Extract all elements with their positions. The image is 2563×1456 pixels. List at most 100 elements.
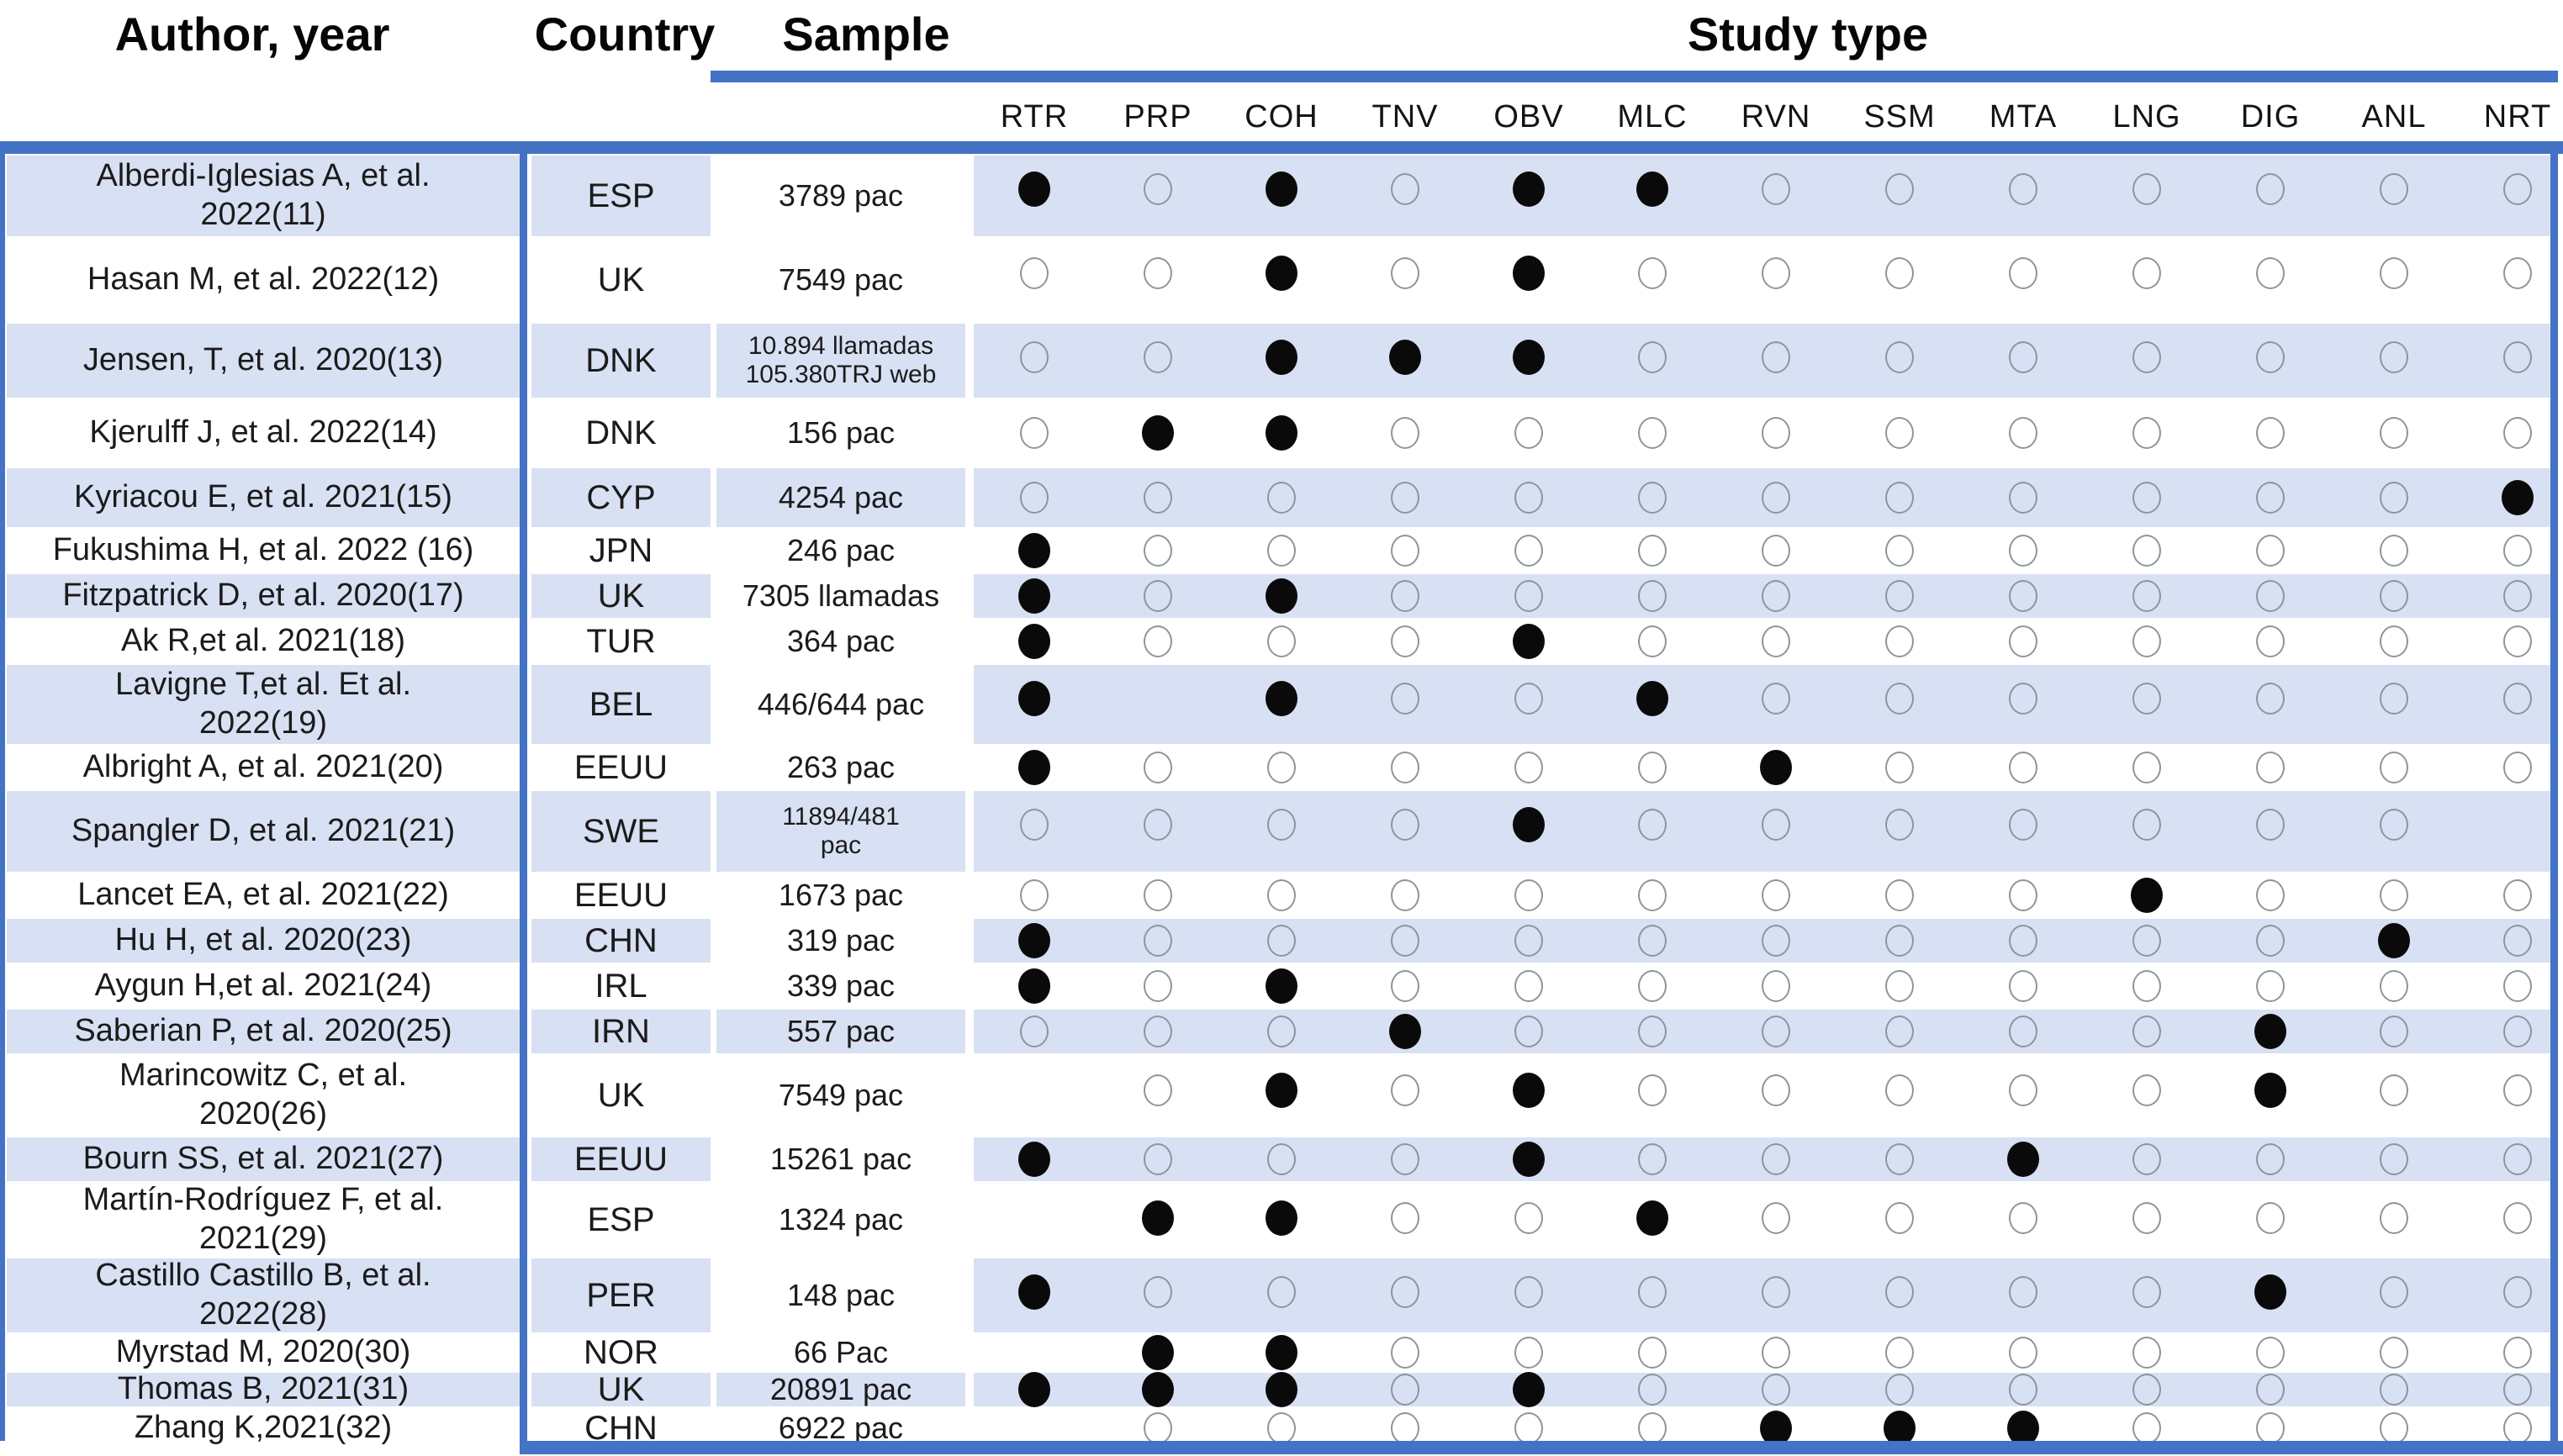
study-type-dot-empty: [1638, 341, 1667, 373]
study-type-dot-empty: [1144, 625, 1172, 657]
author-year-cell: Thomas B, 2021(31): [7, 1371, 520, 1406]
study-type-dot-empty: [1885, 1143, 1914, 1175]
table-row: Kjerulff J, et al. 2022(14) DNK 156 pac: [0, 399, 2563, 467]
study-type-dot-filled: [1142, 1372, 1174, 1407]
study-type-dot-empty: [2009, 809, 2037, 841]
study-type-dot-empty: [2132, 752, 2161, 783]
author-year-cell: Marincowitz C, et al. 2020(26): [119, 1058, 408, 1132]
study-type-dot-empty: [2380, 1337, 2408, 1369]
country-cell: EEUU: [573, 876, 668, 914]
study-type-dots: [974, 875, 2555, 915]
study-type-dot-empty: [2380, 1374, 2408, 1406]
study-type-dot-empty: [1885, 879, 1914, 911]
study-type-dot-empty: [2503, 879, 2532, 911]
study-type-column-label: NRT: [2483, 99, 2552, 135]
study-type-dot-empty: [1762, 809, 1790, 841]
study-type-dot-empty: [2380, 417, 2408, 449]
study-type-dot-empty: [1638, 879, 1667, 911]
study-type-dot-empty: [1762, 482, 1790, 514]
study-type-dots: [974, 401, 2555, 465]
study-type-dot-empty: [1885, 1074, 1914, 1106]
study-type-dot-empty: [1020, 809, 1049, 841]
study-type-dot-empty: [1391, 809, 1419, 841]
study-type-dot-empty: [1144, 752, 1172, 783]
table-row: Ak R,et al. 2021(18) TUR 364 pac: [0, 620, 2563, 663]
study-type-dot-empty: [1514, 683, 1543, 715]
study-type-column-label: RTR: [1000, 99, 1069, 135]
study-type-dot-empty: [1762, 580, 1790, 612]
study-type-dot-filled: [1018, 624, 1050, 659]
study-type-dot-empty: [1885, 580, 1914, 612]
study-type-dot-empty: [2380, 683, 2408, 715]
study-type-dot-empty: [2256, 879, 2285, 911]
study-type-dot-empty: [1514, 482, 1543, 514]
author-year-cell: Martín-Rodríguez F, et al. 2021(29): [82, 1182, 444, 1256]
study-type-dot-filled: [1018, 1274, 1050, 1310]
study-type-column-label: MTA: [1989, 99, 2058, 135]
study-type-dot-empty: [1762, 625, 1790, 657]
study-type-dot-empty: [1638, 625, 1667, 657]
study-type-dot-empty: [1391, 1074, 1419, 1106]
table-row: Hu H, et al. 2020(23) CHN 319 pac: [0, 917, 2563, 964]
study-type-dot-empty: [1514, 970, 1543, 1002]
study-type-dot-filled: [1266, 1335, 1297, 1370]
study-type-dot-empty: [2256, 417, 2285, 449]
study-type-dot-empty: [1638, 925, 1667, 957]
study-type-dots: [974, 791, 2555, 872]
study-type-dot-empty: [1020, 257, 1049, 289]
sample-cell: 15261 pac: [769, 1142, 912, 1177]
study-type-dot-empty: [1144, 879, 1172, 911]
study-type-dot-filled: [1266, 256, 1297, 291]
country-cell: CHN: [584, 1409, 658, 1447]
study-type-dot-filled: [1018, 171, 1050, 207]
author-year-cell: Spangler D, et al. 2021(21): [7, 791, 520, 872]
study-type-dot-empty: [2132, 1202, 2161, 1234]
author-year-cell: Alberdi-Iglesias A, et al. 2022(11): [7, 156, 520, 236]
study-type-dot-empty: [2503, 341, 2532, 373]
study-type-dot-empty: [1885, 482, 1914, 514]
study-type-dot-filled: [1636, 171, 1668, 207]
study-type-dot-empty: [1267, 1412, 1296, 1444]
study-type-dot-empty: [1638, 1143, 1667, 1175]
study-type-dot-empty: [1885, 257, 1914, 289]
study-type-dot-empty: [1267, 535, 1296, 567]
study-type-dot-empty: [1144, 1412, 1172, 1444]
study-type-dot-empty: [2503, 925, 2532, 957]
study-type-dot-empty: [1514, 1412, 1543, 1444]
sample-cell: 66 Pac: [793, 1335, 889, 1370]
table-row: Bourn SS, et al. 2021(27) EEUU 15261 pac: [0, 1136, 2563, 1183]
study-type-dot-empty: [2380, 482, 2408, 514]
study-type-dot-empty: [2503, 752, 2532, 783]
study-type-dot-filled: [1513, 1372, 1545, 1407]
study-type-dot-empty: [1638, 1337, 1667, 1369]
table-row: Fitzpatrick D, et al. 2020(17) UK 7305 lla…: [0, 572, 2563, 620]
study-type-dot-filled: [1636, 1200, 1668, 1236]
study-type-dot-empty: [2009, 417, 2037, 449]
study-type-dot-empty: [1514, 580, 1543, 612]
study-type-dot-empty: [1638, 809, 1667, 841]
study-type-dot-empty: [1885, 1337, 1914, 1369]
study-type-dot-empty: [1144, 970, 1172, 1002]
study-type-dot-empty: [1144, 580, 1172, 612]
study-type-dots: [974, 919, 2555, 963]
study-type-dot-empty: [1762, 1074, 1790, 1106]
study-type-dot-empty: [1638, 417, 1667, 449]
study-type-dot-empty: [1885, 625, 1914, 657]
study-type-header-bar: [711, 71, 2558, 82]
table-bottom-border-bar: [520, 1441, 2563, 1454]
study-type-dot-empty: [1020, 341, 1049, 373]
study-type-dot-empty: [1762, 879, 1790, 911]
study-type-dots: [974, 240, 2555, 320]
table-row: Marincowitz C, et al. 2020(26) UK 7549 pac: [0, 1055, 2563, 1136]
study-type-dot-filled: [1266, 1200, 1297, 1236]
study-type-dot-empty: [1638, 535, 1667, 567]
author-year-cell: Fitzpatrick D, et al. 2020(17): [7, 574, 520, 618]
study-type-dot-empty: [2380, 1202, 2408, 1234]
sample-cell: 11894/481 pac: [716, 791, 965, 872]
study-type-dot-empty: [2132, 625, 2161, 657]
study-type-dot-filled: [1142, 1200, 1174, 1236]
author-year-cell: Kjerulff J, et al. 2022(14): [89, 414, 437, 451]
study-type-dot-empty: [2009, 173, 2037, 205]
study-type-dot-empty: [1391, 580, 1419, 612]
study-type-dot-empty: [1267, 879, 1296, 911]
